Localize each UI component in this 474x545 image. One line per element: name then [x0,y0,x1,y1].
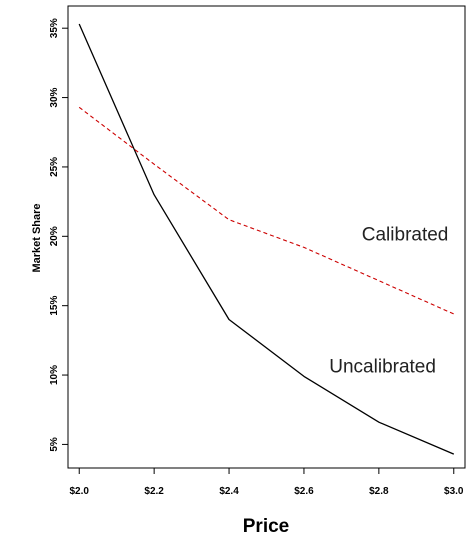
x-tick-label: $2.8 [369,486,389,497]
plot-frame [67,5,466,469]
uncalibrated-label: Uncalibrated [329,356,436,377]
y-axis-title: Market Share [31,203,43,272]
uncalibrated-line [78,23,455,455]
series-group [78,23,455,455]
y-tick-label: 5% [49,437,60,452]
x-axis: $2.0 $2.2 $2.4 $2.6 $2.8 $3.0 [70,468,464,497]
y-tick-label: 20% [49,226,60,246]
x-tick-label: $3.0 [444,486,464,497]
y-tick-label: 30% [49,87,60,107]
x-tick-label: $2.0 [70,486,90,497]
x-axis-title: Price [243,516,289,537]
calibrated-line [78,106,455,315]
y-tick-label: 25% [49,157,60,177]
y-tick-label: 35% [49,18,60,38]
calibrated-label: Calibrated [362,224,449,245]
x-tick-label: $2.2 [144,486,164,497]
y-axis: 5% 10% 15% 20% 25% 30% 35% [49,18,68,452]
y-tick-label: 15% [49,296,60,316]
x-tick-label: $2.6 [294,486,314,497]
series-labels: Uncalibrated Calibrated [329,224,448,377]
x-tick-label: $2.4 [219,486,239,497]
y-tick-label: 10% [49,365,60,385]
